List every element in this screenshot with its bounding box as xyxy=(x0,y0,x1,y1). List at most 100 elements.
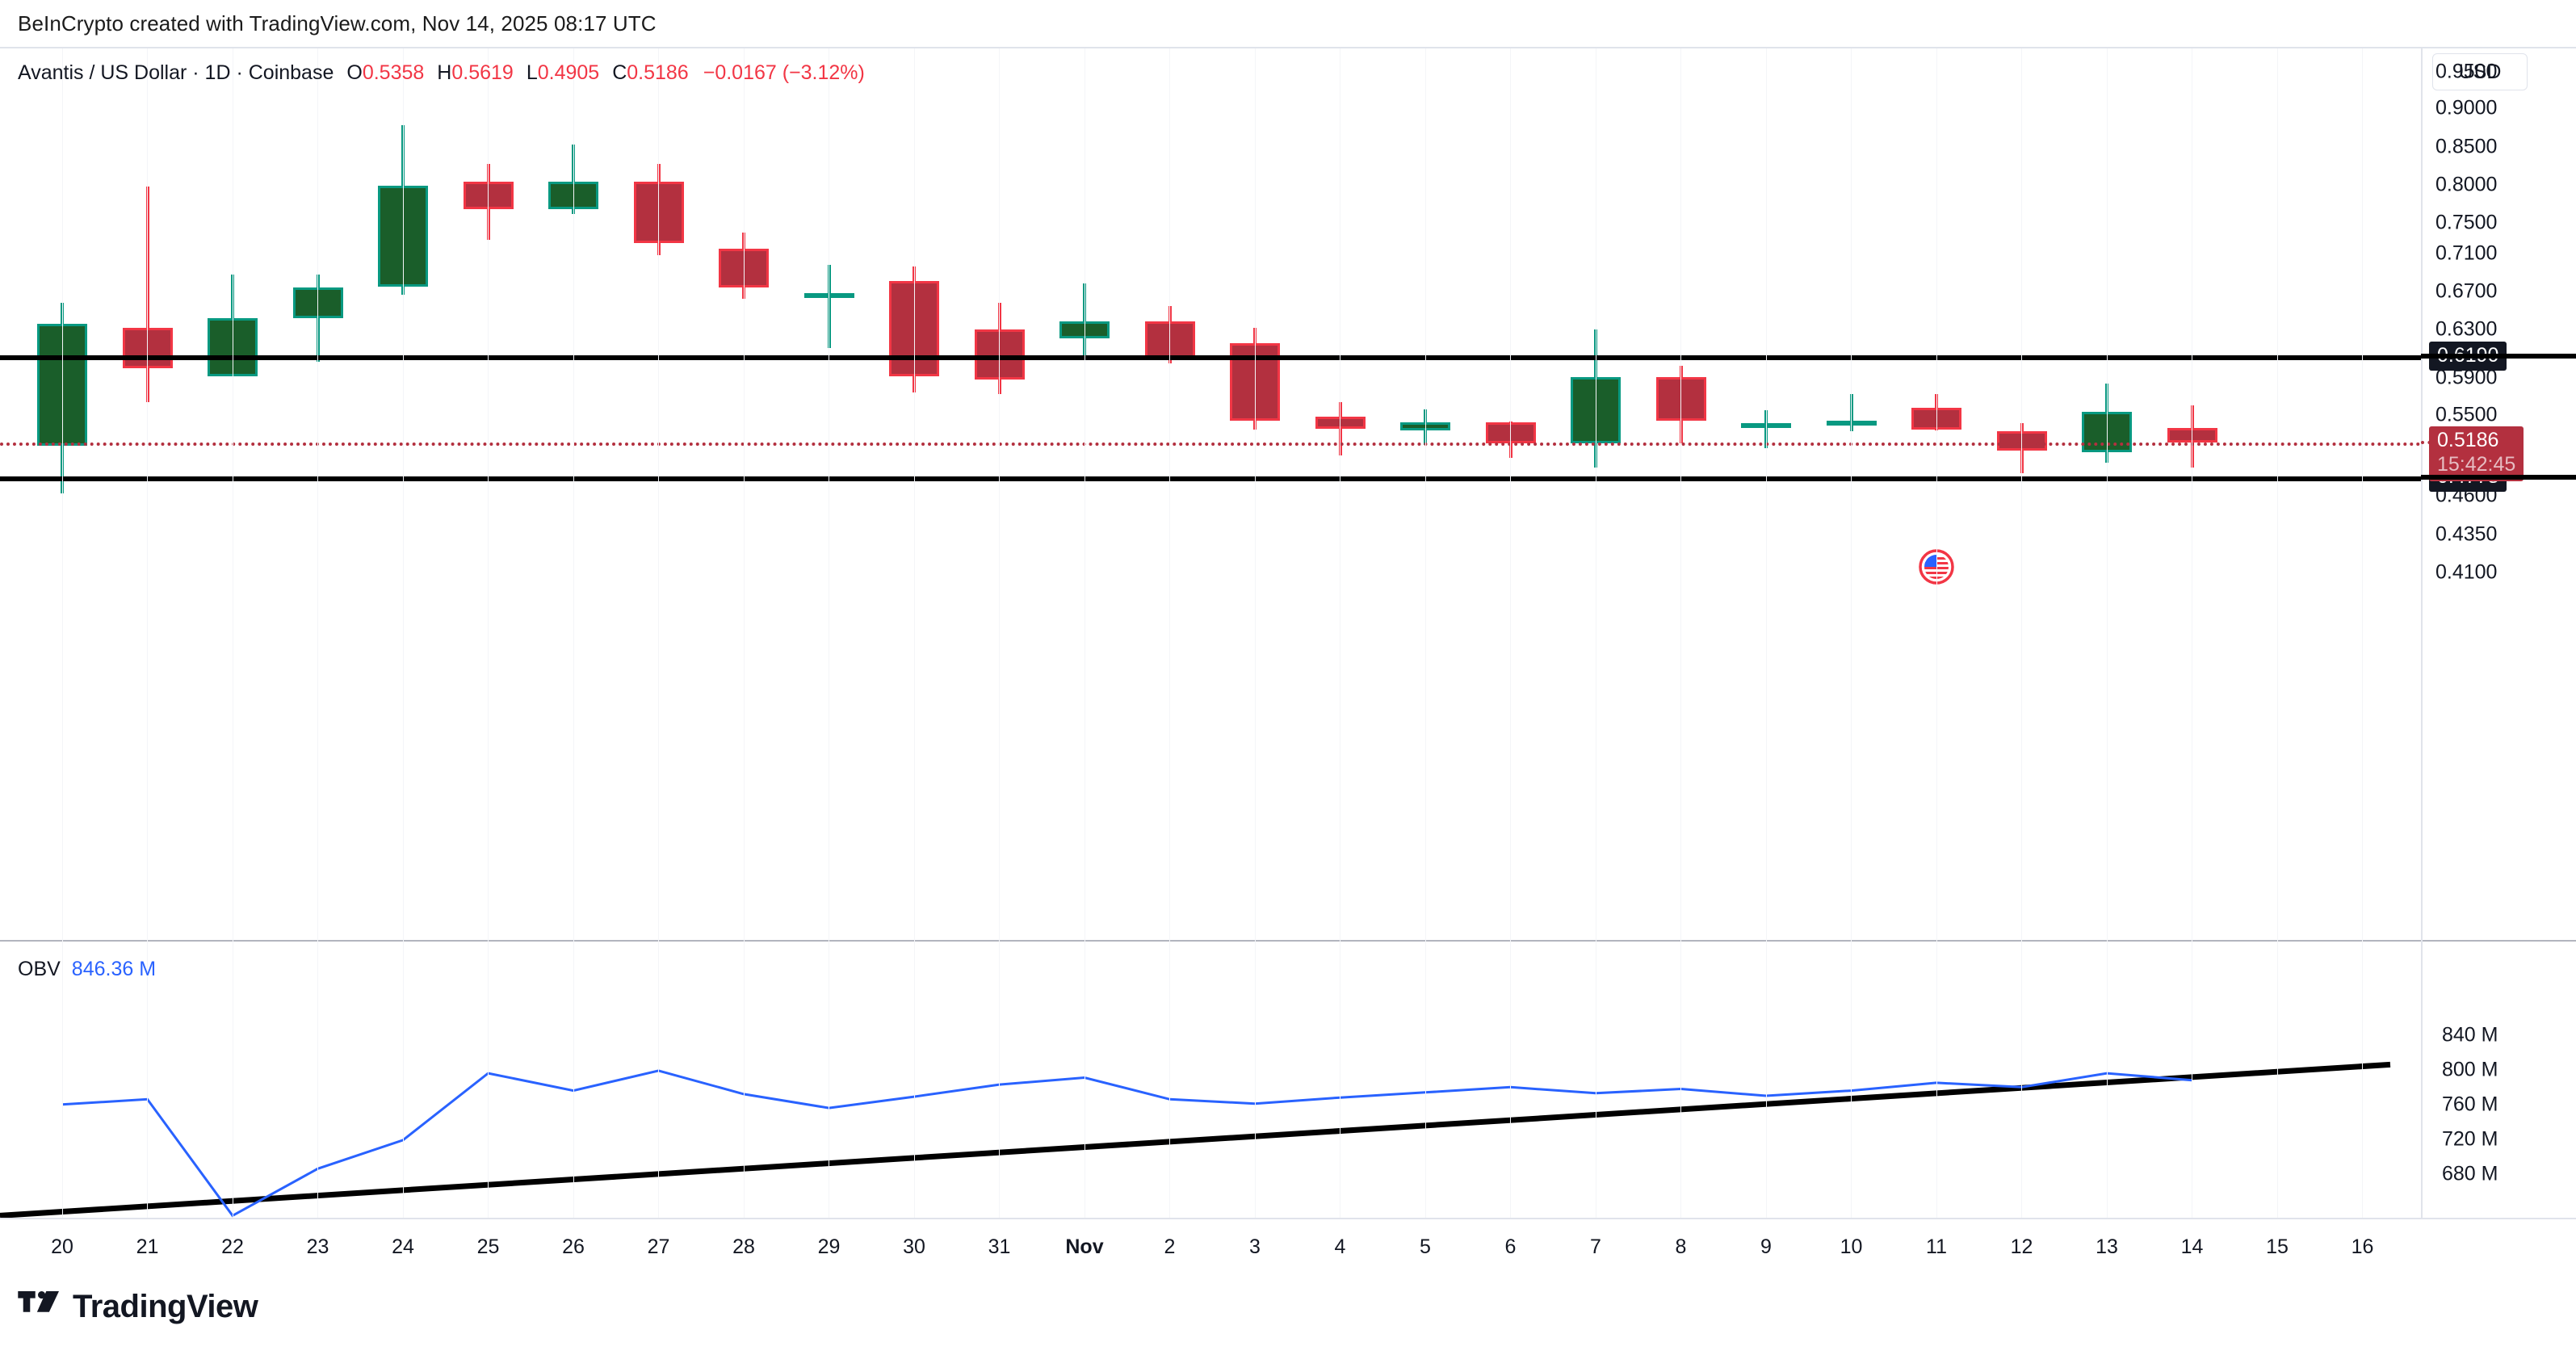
obv-title[interactable]: OBV xyxy=(18,958,61,980)
price-tick: 0.7500 xyxy=(2435,211,2498,234)
time-tick: 24 xyxy=(392,1235,414,1258)
time-tick: 16 xyxy=(2351,1235,2374,1258)
time-tick: 12 xyxy=(2010,1235,2033,1258)
obv-plot xyxy=(0,1061,2391,1219)
obv-line[interactable] xyxy=(61,1069,2192,1218)
grid-line xyxy=(1424,48,1426,1219)
time-tick: 23 xyxy=(306,1235,329,1258)
obv-tick: 840 M xyxy=(2442,1023,2498,1047)
grid-line xyxy=(743,48,745,1219)
time-tick: 31 xyxy=(988,1235,1011,1258)
time-tick: 2 xyxy=(1164,1235,1176,1258)
grid-line xyxy=(999,48,1000,1219)
time-tick: 15 xyxy=(2266,1235,2289,1258)
obv-tick: 760 M xyxy=(2442,1093,2498,1116)
grid-line xyxy=(1936,48,1937,1219)
time-tick: 28 xyxy=(732,1235,755,1258)
obv-legend: OBV 846.36 M xyxy=(18,958,156,981)
grid-line xyxy=(488,48,489,1219)
grid-line xyxy=(2021,48,2022,1219)
time-tick: 21 xyxy=(136,1235,159,1258)
grid-line xyxy=(402,48,404,1219)
obv-trendline[interactable] xyxy=(0,1061,2391,1219)
obv-tick: 680 M xyxy=(2442,1162,2498,1185)
high-key: H xyxy=(437,61,452,84)
chart-frame xyxy=(0,47,2576,1219)
price-pane[interactable] xyxy=(0,48,2423,940)
grid-line xyxy=(147,48,148,1219)
price-tick: 0.9000 xyxy=(2435,96,2498,120)
grid-line xyxy=(1510,48,1511,1219)
last-price-value: 0.5186 xyxy=(2437,429,2499,451)
price-tick: 0.9500 xyxy=(2435,60,2498,83)
grid-line xyxy=(573,48,574,1219)
obv-tick: 800 M xyxy=(2442,1058,2498,1081)
time-tick: 6 xyxy=(1504,1235,1517,1258)
last-price-line xyxy=(0,443,2423,446)
grid-line xyxy=(2106,48,2108,1219)
price-tick: 0.8500 xyxy=(2435,135,2498,158)
obv-value: 846.36 M xyxy=(71,958,157,980)
tradingview-wordmark: TradingView xyxy=(73,1289,258,1324)
time-tick: 30 xyxy=(903,1235,925,1258)
time-tick: 20 xyxy=(51,1235,73,1258)
time-tick: 5 xyxy=(1420,1235,1431,1258)
price-tick: 0.6700 xyxy=(2435,279,2498,303)
tradingview-mark-icon xyxy=(18,1290,59,1312)
open-value: 0.5358 xyxy=(362,61,425,84)
currency-chip[interactable]: USD xyxy=(2432,53,2528,90)
time-tick: 8 xyxy=(1675,1235,1687,1258)
grid-line xyxy=(658,48,659,1219)
last-price-badge[interactable]: 0.5186 15:42:45 xyxy=(2429,426,2524,481)
tradingview-logo: TradingView xyxy=(18,1289,258,1325)
grid-line xyxy=(1851,48,1852,1219)
grid-line xyxy=(317,48,318,1219)
bar-countdown: 15:42:45 xyxy=(2437,453,2516,476)
price-change: −0.0167 (−3.12%) xyxy=(703,61,865,84)
obv-pane[interactable] xyxy=(0,942,2423,1219)
grid-line xyxy=(61,48,63,1219)
grid-line xyxy=(2362,48,2363,1219)
grid-line xyxy=(1254,48,1256,1219)
support-line-extension xyxy=(2421,475,2576,480)
time-tick: 14 xyxy=(2180,1235,2204,1258)
obv-tick: 720 M xyxy=(2442,1127,2498,1151)
symbol-legend: Avantis / US Dollar · 1D · Coinbase O0.53… xyxy=(18,60,865,86)
time-tick: 3 xyxy=(1249,1235,1261,1258)
price-tick: 0.5500 xyxy=(2435,403,2498,426)
axis-divider xyxy=(2421,48,2423,1219)
price-tick: 0.6300 xyxy=(2435,317,2498,341)
price-tick: 0.4100 xyxy=(2435,560,2498,584)
time-tick: 25 xyxy=(476,1235,500,1258)
price-tick: 0.8000 xyxy=(2435,173,2498,196)
price-tick: 0.7100 xyxy=(2435,241,2498,265)
last-price-line-extension xyxy=(2421,441,2458,444)
resistance-line[interactable] xyxy=(0,355,2423,360)
open-key: O xyxy=(346,61,363,84)
pane-divider xyxy=(0,940,2576,942)
close-key: C xyxy=(612,61,627,84)
time-tick: 13 xyxy=(2096,1235,2118,1258)
time-tick: 9 xyxy=(1760,1235,1772,1258)
time-tick: 29 xyxy=(817,1235,841,1258)
time-tick: 10 xyxy=(1840,1235,1863,1258)
grid-line xyxy=(913,48,915,1219)
price-tick: 0.4350 xyxy=(2435,522,2498,546)
time-tick: 26 xyxy=(562,1235,585,1258)
time-axis[interactable]: 20 21 22 23 24 25 26 27 28 29 30 31 Nov 2 3 4 5 6 7 8 9 10 11 1… xyxy=(0,1218,2576,1271)
time-tick: Nov xyxy=(1065,1235,1104,1258)
time-tick: 4 xyxy=(1334,1235,1346,1258)
grid-line xyxy=(2276,48,2278,1219)
grid-line xyxy=(1680,48,1681,1219)
close-value: 0.5186 xyxy=(627,61,689,84)
low-value: 0.4905 xyxy=(537,61,600,84)
high-value: 0.5619 xyxy=(451,61,514,84)
symbol-title[interactable]: Avantis / US Dollar · 1D · Coinbase xyxy=(18,61,334,84)
low-key: L xyxy=(526,61,538,84)
grid-line xyxy=(1765,48,1767,1219)
time-tick: 27 xyxy=(647,1235,670,1258)
price-axis[interactable]: USD 0.9500 0.9000 0.8500 0.8000 0.7500 0.7100… xyxy=(2424,47,2576,1218)
support-line[interactable] xyxy=(0,476,2423,481)
attribution-text: BeInCrypto created with TradingView.com,… xyxy=(18,11,657,36)
